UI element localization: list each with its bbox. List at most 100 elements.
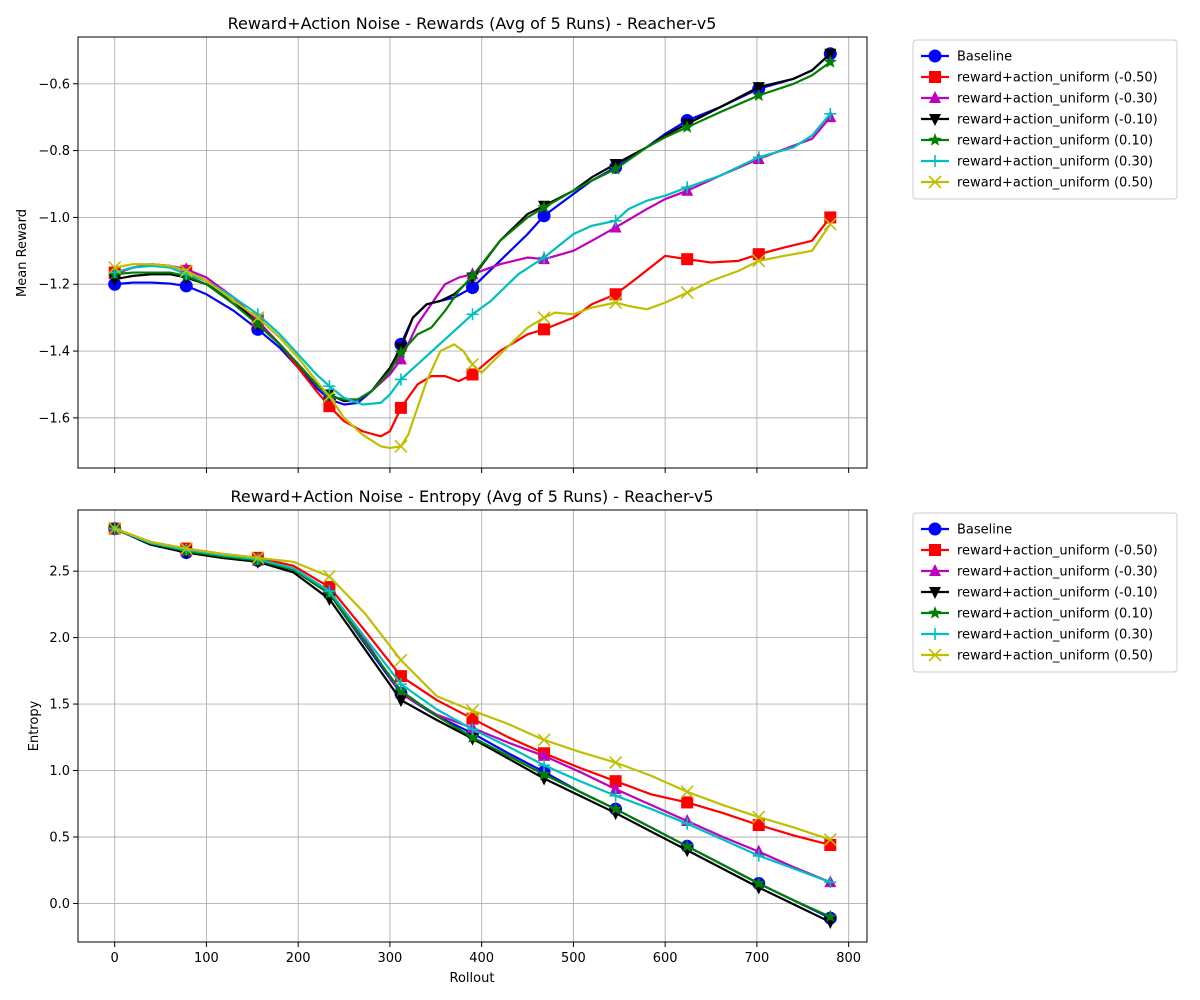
entropy-series-3-marker [394, 695, 407, 708]
entropy-series-4-marker [752, 876, 766, 890]
entropy-series-4-marker [823, 909, 837, 923]
rewards-legend-marker-4 [928, 133, 942, 146]
entropy-series-5-marker [681, 817, 694, 830]
rewards-series-6-marker [609, 296, 623, 310]
rewards-series-6-marker [465, 357, 480, 371]
rewards-legend-marker-3 [929, 114, 941, 126]
rewards-series-5-marker [681, 181, 694, 194]
rewards-series-5-marker [466, 308, 479, 321]
rewards-series-5-marker [538, 251, 551, 264]
entropy-series-5-marker [824, 876, 837, 889]
entropy-legend-marker-2 [929, 564, 941, 576]
rewards-y-axis-label: Mean Reward [15, 209, 30, 297]
rewards-series-1-marker [538, 323, 551, 336]
rewards-y-tick-label: −1.0 [38, 211, 70, 226]
entropy-x-tick-label: 300 [378, 951, 403, 966]
rewards-y-tick-label: −1.2 [38, 278, 70, 293]
rewards-y-tick-label: −0.8 [38, 144, 70, 159]
entropy-series-2-marker [609, 782, 622, 795]
entropy-series-6-marker [251, 551, 265, 565]
entropy-legend-label-3: reward+action_uniform (-0.10) [957, 586, 1158, 601]
entropy-y-tick-label: 2.0 [49, 631, 70, 646]
rewards-legend-marker-5 [929, 155, 941, 167]
entropy-series-6-marker [179, 541, 193, 556]
rewards-series-5-marker [752, 151, 765, 164]
entropy-x-tick-label: 800 [836, 951, 861, 966]
rewards-legend-marker-6 [928, 175, 942, 189]
entropy-legend-box [912, 512, 1178, 673]
rewards-legend-box [912, 39, 1178, 200]
rewards-legend-marker-1 [929, 71, 941, 83]
entropy-legend-marker-4 [928, 606, 942, 619]
rewards-series-6-marker [179, 264, 193, 278]
entropy-series-5-marker [394, 678, 407, 691]
entropy-ticks: 0 100 200 300 400 500 600 700 800 0.0 0.5 1.0 1.5 2.0… [49, 565, 861, 966]
entropy-series-6-marker [322, 569, 336, 584]
entropy-x-tick-label: 500 [561, 951, 586, 966]
rewards-series-4-marker [608, 161, 623, 175]
rewards-series-4-marker [394, 345, 408, 359]
rewards-series-1-marker [752, 248, 765, 261]
entropy-series-5-marker [323, 585, 336, 598]
entropy-series-6-marker [537, 733, 551, 747]
rewards-series-4-marker [251, 317, 265, 330]
rewards-series-line-6 [114, 223, 832, 450]
rewards-series-5-marker [394, 373, 407, 386]
entropy-x-tick-label: 600 [653, 951, 678, 966]
entropy-plot-frame [77, 509, 868, 943]
rewards-legend-label-4: reward+action_uniform (0.10) [957, 134, 1153, 149]
entropy-series-6-marker [609, 755, 623, 770]
entropy-series-1-marker [466, 712, 479, 725]
entropy-legend-marker-0 [928, 522, 942, 536]
entropy-y-tick-label: 1.5 [49, 698, 70, 713]
entropy-series-group [108, 521, 837, 930]
entropy-series-6-marker [752, 810, 766, 824]
rewards-legend-label-2: reward+action_uniform (-0.30) [957, 92, 1158, 107]
entropy-legend-label-1: reward+action_uniform (-0.50) [957, 544, 1158, 559]
rewards-series-6-marker [752, 254, 766, 268]
rewards-legend: Baseline reward+action_uniform (-0.50) rew… [912, 39, 1178, 200]
rewards-y-tick-label: −1.6 [38, 411, 70, 426]
entropy-panel: Reward+Action Noise - Entropy (Avg of 5 … [27, 487, 868, 986]
rewards-plot-frame [77, 36, 868, 469]
entropy-legend-marker-5 [929, 628, 941, 640]
rewards-legend-marker-0 [928, 49, 942, 63]
rewards-series-4-marker [537, 200, 551, 214]
rewards-legend-label-0: Baseline [957, 50, 1012, 65]
rewards-panel: Reward+Action Noise - Rewards (Avg of 5 … [15, 14, 868, 473]
entropy-series-5-marker [466, 723, 479, 736]
entropy-y-axis-label: Entropy [27, 700, 42, 751]
entropy-x-tick-label: 400 [469, 951, 494, 966]
rewards-legend-marker-2 [929, 91, 941, 103]
entropy-series-6-marker [108, 522, 122, 536]
rewards-series-1-marker [466, 368, 479, 381]
entropy-x-axis-label: Rollout [450, 971, 495, 986]
rewards-series-6-marker [394, 439, 408, 453]
rewards-series-1-marker [609, 288, 622, 301]
entropy-series-1-marker [752, 819, 765, 832]
rewards-series-1-marker [394, 401, 407, 414]
entropy-series-4-marker [680, 839, 694, 852]
entropy-x-tick-label: 700 [744, 951, 769, 966]
rewards-series-line-5 [114, 113, 832, 406]
entropy-legend: Baseline reward+action_uniform (-0.50) rew… [912, 512, 1178, 673]
rewards-chart-title: Reward+Action Noise - Rewards (Avg of 5 … [228, 14, 717, 33]
rewards-legend-label-6: reward+action_uniform (0.50) [957, 176, 1153, 191]
entropy-legend-label-0: Baseline [957, 523, 1012, 538]
rewards-series-1-marker [323, 400, 336, 413]
rewards-series-6-marker [537, 311, 551, 325]
rewards-legend-label-3: reward+action_uniform (-0.10) [957, 113, 1158, 128]
entropy-series-5-marker [752, 849, 765, 862]
rewards-series-6-marker [108, 260, 122, 275]
rewards-series-2-marker [394, 352, 407, 365]
rewards-series-1-marker [824, 211, 837, 224]
rewards-series-6-marker [680, 286, 694, 300]
entropy-series-5-marker [609, 789, 622, 802]
entropy-legend-marker-3 [929, 587, 941, 599]
entropy-grid [78, 510, 867, 942]
entropy-series-6-marker [465, 704, 480, 718]
rewards-series-line-4 [114, 61, 831, 401]
rewards-legend-label-1: reward+action_uniform (-0.50) [957, 71, 1158, 86]
rewards-series-5-marker [824, 107, 837, 120]
